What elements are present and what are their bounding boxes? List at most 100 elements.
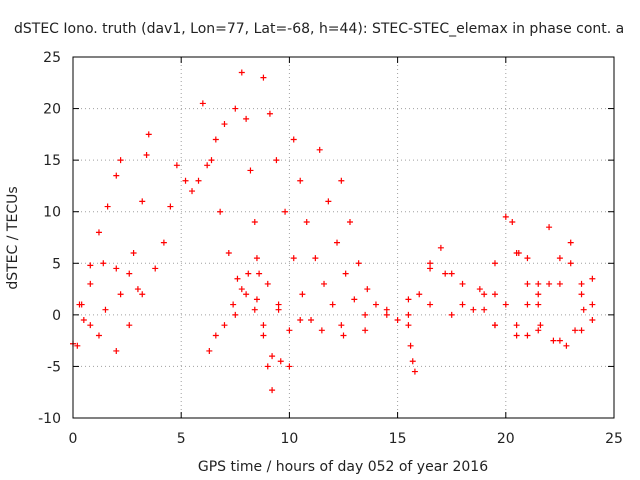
y-tick-label: 25 xyxy=(43,50,61,66)
data-point xyxy=(217,208,224,215)
data-point xyxy=(74,342,81,349)
series-points xyxy=(481,239,596,329)
data-point xyxy=(264,363,271,370)
y-tick-label: 15 xyxy=(43,153,61,169)
data-point xyxy=(578,291,585,298)
series-points xyxy=(405,244,466,318)
data-point xyxy=(372,301,379,308)
data-point xyxy=(427,301,434,308)
x-tick-label: 25 xyxy=(605,431,623,447)
data-point xyxy=(299,291,306,298)
data-point xyxy=(232,311,239,318)
data-point xyxy=(139,291,146,298)
data-point xyxy=(290,255,297,262)
data-point xyxy=(405,322,412,329)
data-point xyxy=(264,280,271,287)
data-point xyxy=(204,162,211,169)
data-point xyxy=(351,296,358,303)
data-point xyxy=(321,280,328,287)
x-tick-label: 20 xyxy=(497,431,515,447)
data-point xyxy=(427,260,434,267)
data-point xyxy=(394,317,401,324)
data-point xyxy=(524,280,531,287)
data-point xyxy=(427,265,434,272)
data-point xyxy=(448,311,455,318)
data-point xyxy=(524,255,531,262)
data-point xyxy=(260,74,267,81)
data-point xyxy=(251,219,258,226)
series-points xyxy=(70,157,124,347)
data-point xyxy=(269,353,276,360)
series-points xyxy=(232,296,596,344)
series-points xyxy=(427,260,498,298)
data-point xyxy=(145,131,152,138)
data-point xyxy=(334,239,341,246)
x-tick-label: 10 xyxy=(280,431,298,447)
series-points xyxy=(316,146,369,318)
data-point xyxy=(340,332,347,339)
data-point xyxy=(550,337,557,344)
x-tick-label: 5 xyxy=(177,431,186,447)
series-points xyxy=(405,322,418,375)
series-points xyxy=(206,255,293,354)
data-point xyxy=(342,270,349,277)
data-point xyxy=(405,311,412,318)
data-point xyxy=(269,387,276,394)
data-point xyxy=(491,322,498,329)
data-point xyxy=(329,301,336,308)
data-point xyxy=(126,270,133,277)
data-point xyxy=(513,249,520,256)
data-point xyxy=(113,347,120,354)
data-point xyxy=(567,260,574,267)
data-point xyxy=(407,342,414,349)
data-point xyxy=(102,306,109,313)
x-tick-label: 0 xyxy=(69,431,78,447)
data-point xyxy=(134,286,141,293)
data-point xyxy=(232,105,239,112)
data-point xyxy=(286,363,293,370)
data-point xyxy=(87,262,94,269)
data-point xyxy=(87,322,94,329)
data-point xyxy=(437,244,444,251)
data-point xyxy=(383,311,390,318)
data-point xyxy=(247,167,254,174)
y-tick-label: -10 xyxy=(38,411,61,427)
data-point xyxy=(117,291,124,298)
data-point xyxy=(95,229,102,236)
data-point xyxy=(556,337,563,344)
data-point xyxy=(277,358,284,365)
data-point xyxy=(212,136,219,143)
data-point xyxy=(260,322,267,329)
data-point xyxy=(225,249,232,256)
data-point xyxy=(502,301,509,308)
x-axis-label: GPS time / hours of day 052 of year 2016 xyxy=(198,459,488,475)
data-point xyxy=(409,358,416,365)
data-point xyxy=(275,306,282,313)
data-point xyxy=(182,177,189,184)
data-point xyxy=(589,317,596,324)
data-point xyxy=(308,317,315,324)
grid-lines xyxy=(73,57,614,418)
data-point xyxy=(199,100,206,107)
data-point xyxy=(286,327,293,334)
data-point xyxy=(253,296,260,303)
data-point xyxy=(325,198,332,205)
y-tick-label: 0 xyxy=(52,308,61,324)
data-point xyxy=(266,110,273,117)
data-point xyxy=(442,270,449,277)
data-point xyxy=(563,342,570,349)
data-point xyxy=(355,260,362,267)
data-point xyxy=(556,255,563,262)
data-point xyxy=(535,327,542,334)
data-point xyxy=(513,322,520,329)
data-point xyxy=(126,322,133,329)
data-point xyxy=(290,136,297,143)
data-points xyxy=(70,69,596,394)
data-point xyxy=(130,249,137,256)
data-point xyxy=(234,275,241,282)
y-tick-label: 10 xyxy=(43,205,61,221)
data-point xyxy=(113,172,120,179)
data-point xyxy=(509,219,516,226)
y-tick-label: 20 xyxy=(43,102,61,118)
